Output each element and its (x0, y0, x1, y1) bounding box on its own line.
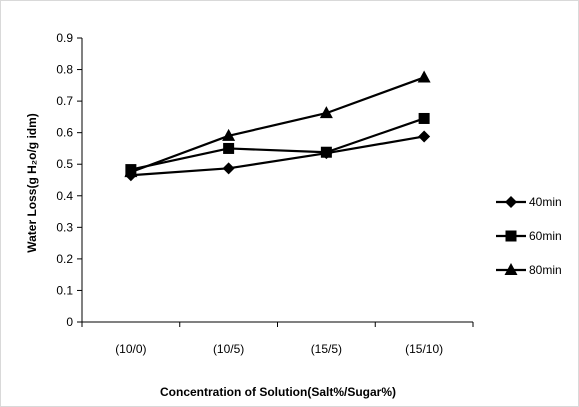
legend-marker-40min (505, 196, 517, 208)
data-point-40min (222, 162, 235, 175)
y-tick-label: 0.6 (56, 126, 73, 140)
x-tick-label: (10/5) (213, 342, 244, 356)
legend-label-60min: 60min (529, 229, 562, 243)
y-tick-label: 0.3 (56, 220, 73, 234)
axes: 0 0.1 0.2 0.3 0.4 0.5 0.6 0.7 0.8 0.9 (10/0) (10/5)… (56, 31, 474, 356)
legend-label-40min: 40min (529, 195, 562, 209)
y-tick-label: 0.9 (56, 31, 73, 45)
y-tick-label: 0.1 (56, 283, 73, 297)
data-point-80min (124, 165, 138, 178)
y-tick-label: 0.7 (56, 94, 73, 108)
data-point-60min (320, 146, 332, 158)
legend-marker-80min (504, 263, 518, 275)
y-tick-label: 0.2 (56, 252, 73, 266)
series-line-80min (130, 76, 425, 174)
x-tick-label: (15/5) (311, 342, 342, 356)
x-tick-label: (10/0) (115, 342, 146, 356)
series-lines (124, 70, 431, 182)
legend-marker-60min (505, 230, 517, 242)
y-axis-title: Water Loss(g H₂o/g idm) (25, 113, 39, 253)
data-point-80min (319, 106, 333, 119)
series-line-60min (130, 117, 425, 171)
data-point-80min (222, 128, 236, 141)
data-point-60min (223, 142, 235, 154)
data-point-80min (417, 70, 431, 83)
series-line-40min (130, 135, 425, 177)
y-tick-label: 0.5 (56, 157, 73, 171)
x-tick-label: (15/10) (405, 342, 443, 356)
data-point-40min (418, 130, 431, 143)
x-axis-title: Concentration of Solution(Salt%/Sugar%) (160, 385, 396, 399)
y-tick-label: 0.4 (56, 189, 73, 203)
y-tick-label: 0 (66, 315, 73, 329)
legend: 40min 60min 80min (496, 195, 562, 277)
data-point-60min (418, 112, 430, 124)
legend-label-80min: 80min (529, 263, 562, 277)
y-tick-label: 0.8 (56, 63, 73, 77)
